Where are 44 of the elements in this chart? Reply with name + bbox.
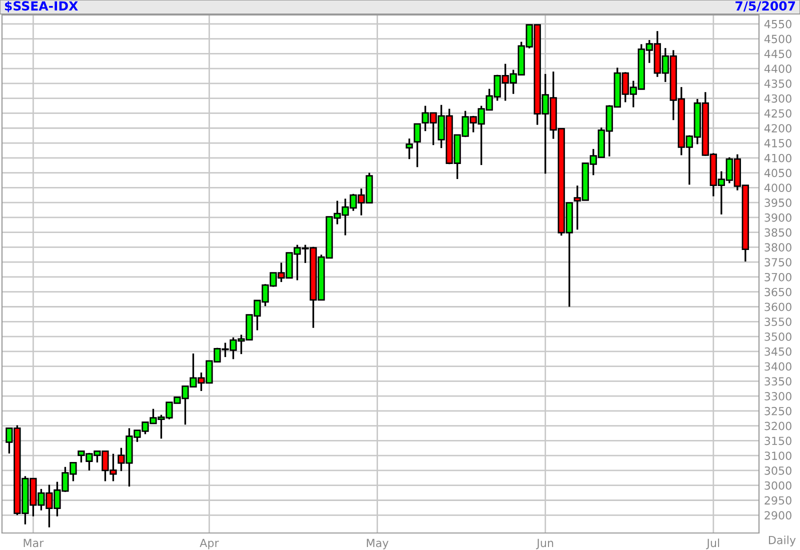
- y-tick-label: 3950: [764, 198, 792, 207]
- y-tick-label: 3200: [764, 422, 792, 430]
- x-tick-label: Jul: [706, 538, 720, 550]
- y-tick-label: 4000: [764, 184, 792, 192]
- y-tick-label: 3750: [764, 258, 792, 266]
- y-tick-label: 4300: [764, 94, 792, 103]
- y-tick-label: 3400: [764, 362, 792, 371]
- y-tick-label: 4500: [764, 34, 792, 44]
- y-tick-label: 4350: [764, 79, 792, 88]
- y-tick-label: 3600: [764, 302, 792, 312]
- x-tick-label: Mar: [24, 538, 44, 548]
- candlestick: [414, 123, 421, 168]
- y-tick-label: 3000: [764, 481, 792, 490]
- x-tick-label: May: [366, 538, 388, 550]
- y-tick-label: 4450: [764, 50, 792, 58]
- y-tick-label: 4050: [764, 168, 792, 178]
- y-tick-label: 3800: [764, 243, 792, 252]
- y-tick-label: 4400: [764, 64, 792, 73]
- text: Daily: [768, 536, 796, 546]
- y-tick-label: 3450: [764, 347, 792, 356]
- y-tick-label: 4550: [764, 20, 792, 28]
- y-tick-label: 3700: [764, 272, 792, 282]
- y-tick-label: 3650: [764, 288, 792, 296]
- chart-title: $SSEA-IDX: [4, 0, 78, 12]
- y-tick-label: 4150: [764, 138, 792, 148]
- y-tick-label: 3050: [764, 466, 792, 475]
- y-tick-label: 4100: [764, 154, 792, 162]
- y-tick-label: 3550: [764, 318, 792, 326]
- text: 7/5/2007: [736, 1, 796, 12]
- candlestick: [406, 138, 413, 160]
- y-tick-label: 3500: [764, 332, 792, 341]
- x-tick-label: Apr: [200, 538, 219, 550]
- x-tick-label: Jun: [536, 538, 554, 550]
- y-tick-label: 3350: [764, 377, 792, 386]
- y-tick-label: 2900: [764, 511, 792, 520]
- y-tick-label: 3250: [764, 406, 792, 416]
- y-tick-label: 2950: [764, 496, 792, 505]
- y-tick-label: 3900: [764, 213, 792, 222]
- y-tick-label: 3150: [764, 436, 792, 446]
- y-tick-label: 3100: [764, 452, 792, 460]
- y-tick-label: 3300: [764, 392, 792, 400]
- y-tick-label: 4200: [764, 124, 792, 133]
- y-tick-label: 4250: [764, 109, 792, 118]
- y-tick-label: 3850: [764, 228, 792, 237]
